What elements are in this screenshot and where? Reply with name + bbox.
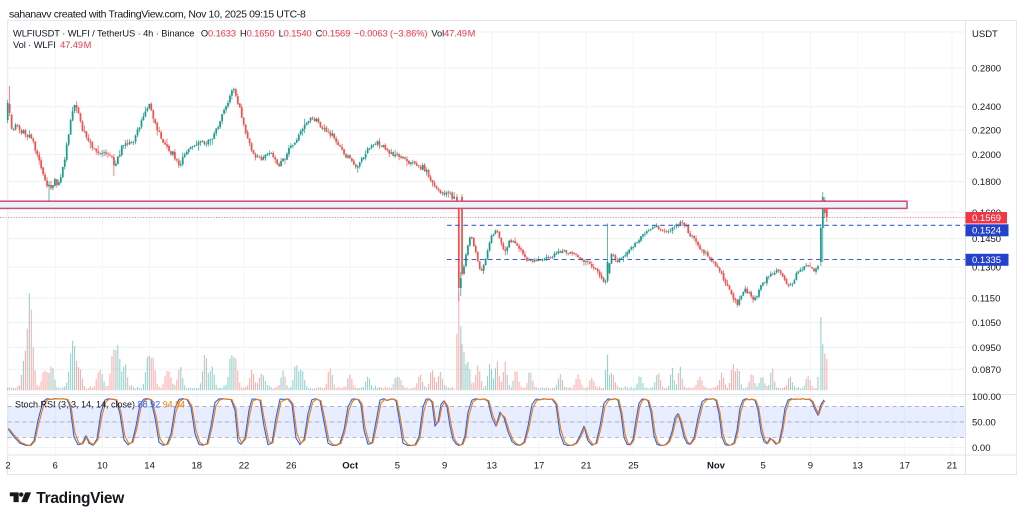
svg-text:0.2400: 0.2400: [972, 102, 1001, 113]
svg-text:50.00: 50.00: [972, 417, 996, 428]
svg-text:2: 2: [5, 460, 10, 471]
svg-text:0.0870: 0.0870: [972, 365, 1001, 376]
svg-text:17: 17: [534, 460, 545, 471]
svg-text:17: 17: [900, 460, 911, 471]
svg-text:10: 10: [97, 460, 108, 471]
svg-text:14: 14: [144, 460, 155, 471]
svg-text:Oct: Oct: [342, 460, 359, 471]
svg-text:0.0950: 0.0950: [972, 343, 1001, 354]
svg-text:TradingView: TradingView: [36, 490, 125, 507]
svg-text:0.1300: 0.1300: [972, 263, 1001, 274]
svg-text:25: 25: [628, 460, 639, 471]
svg-text:0.2000: 0.2000: [972, 150, 1001, 161]
svg-text:18: 18: [192, 460, 203, 471]
svg-text:13: 13: [852, 460, 863, 471]
svg-text:5: 5: [761, 460, 766, 471]
svg-text:0.1569: 0.1569: [972, 213, 1001, 224]
svg-text:sahanavv created with TradingV: sahanavv created with TradingView.com, N…: [9, 8, 306, 20]
svg-text:0.2200: 0.2200: [972, 126, 1001, 137]
svg-text:0.00: 0.00: [972, 443, 991, 454]
svg-text:13: 13: [487, 460, 498, 471]
svg-text:USDT: USDT: [972, 29, 998, 40]
svg-text:5: 5: [395, 460, 400, 471]
svg-text:0.1450: 0.1450: [972, 234, 1001, 245]
svg-text:WLFIUSDT · WLFI / TetherUS · 4: WLFIUSDT · WLFI / TetherUS · 4h · Binanc…: [13, 28, 475, 38]
svg-text:6: 6: [53, 460, 58, 471]
svg-text:0.1524: 0.1524: [972, 226, 1001, 237]
svg-text:Nov: Nov: [707, 460, 726, 471]
svg-text:9: 9: [442, 460, 447, 471]
svg-text:0.1335: 0.1335: [972, 255, 1001, 266]
svg-text:21: 21: [581, 460, 592, 471]
svg-text:Stoch RSI (3, 3, 14, 14, close: Stoch RSI (3, 3, 14, 14, close) 88.92 94…: [15, 399, 185, 409]
svg-text:100.00: 100.00: [972, 392, 1001, 403]
svg-text:0.1150: 0.1150: [972, 294, 1000, 305]
svg-text:26: 26: [286, 460, 297, 471]
svg-text:0.1050: 0.1050: [972, 318, 1001, 329]
svg-text:0.1800: 0.1800: [972, 177, 1001, 188]
svg-text:21: 21: [947, 460, 958, 471]
svg-text:22: 22: [239, 460, 250, 471]
svg-text:9: 9: [808, 460, 813, 471]
svg-text:Vol · WLFI 47.49 M: Vol · WLFI 47.49 M: [13, 40, 91, 50]
svg-text:0.2800: 0.2800: [972, 64, 1001, 75]
